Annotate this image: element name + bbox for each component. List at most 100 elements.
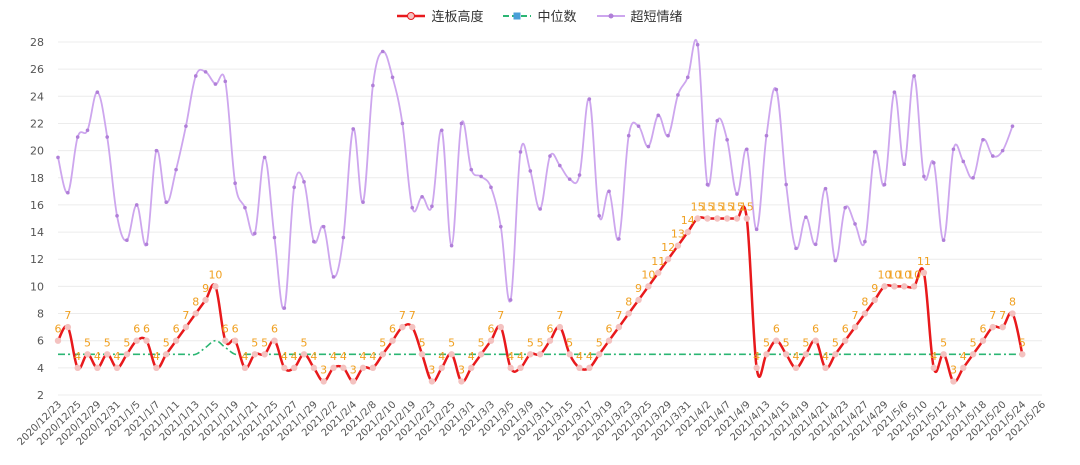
series-2-point [253, 231, 257, 236]
data-label: 7 [182, 309, 189, 322]
data-label: 10 [897, 268, 911, 281]
data-label: 5 [566, 336, 573, 349]
series-0-point [310, 364, 318, 372]
series-0-point [418, 351, 426, 358]
data-label: 3 [350, 363, 357, 376]
series-2-point [361, 200, 365, 205]
data-label: 8 [625, 296, 632, 309]
series-0-point [596, 351, 603, 358]
data-label: 5 [301, 336, 308, 349]
data-label: 15 [691, 201, 705, 214]
series-2-point [853, 222, 857, 226]
series-0-point [477, 351, 485, 358]
series-2-point [174, 167, 178, 172]
data-label: 7 [64, 309, 71, 322]
data-label: 9 [635, 282, 642, 295]
series-0-point [674, 242, 682, 249]
series-2-point [548, 154, 552, 158]
y-tick-label: 26 [30, 63, 44, 76]
data-label: 5 [448, 336, 455, 349]
series-0-point [960, 364, 967, 372]
legend-marker-series-1 [513, 12, 521, 19]
data-label: 6 [222, 323, 229, 336]
data-label: 15 [740, 201, 754, 214]
data-label: 4 [74, 350, 81, 363]
legend-label-series-1: 中位数 [537, 10, 577, 25]
series-0-point [261, 351, 268, 358]
y-tick-label: 28 [30, 36, 44, 49]
series-line-0 [56, 205, 1024, 383]
data-label: 3 [428, 363, 435, 376]
legend-item-series-0[interactable]: 连板高度 [397, 6, 483, 25]
data-label: 6 [979, 323, 986, 336]
data-label: 4 [360, 350, 367, 363]
series-2-point [144, 242, 149, 247]
data-label: 5 [832, 336, 839, 349]
y-tick-label: 6 [37, 335, 44, 348]
data-label: 6 [173, 323, 180, 336]
data-label: 6 [773, 323, 780, 336]
series-2-point [292, 185, 296, 190]
data-label: 4 [291, 350, 298, 363]
series-2-point [833, 258, 838, 263]
data-label: 4 [468, 350, 475, 363]
series-2-point [193, 74, 198, 78]
series-0-point [350, 378, 357, 385]
series-0-point [881, 283, 888, 290]
y-tick-label: 24 [30, 90, 44, 103]
data-label: 4 [94, 350, 101, 363]
data-label: 5 [251, 336, 258, 349]
series-0-point [182, 323, 190, 331]
data-label: 5 [123, 336, 130, 349]
legend-swatch-series-2 [596, 13, 625, 18]
series-2-point [321, 224, 326, 229]
series-0-point [694, 215, 701, 222]
data-label: 4 [576, 350, 583, 363]
series-0-point [163, 351, 170, 358]
series-0-point [104, 351, 111, 358]
series-2-point [243, 205, 247, 210]
data-label: 5 [419, 336, 426, 349]
series-2-point [341, 235, 346, 240]
series-2-point [558, 163, 562, 168]
series-2-point [164, 200, 169, 205]
series-0-point [379, 351, 386, 358]
y-tick-label: 10 [30, 280, 44, 293]
series-0-point [448, 351, 455, 358]
series-0-point [822, 364, 829, 372]
data-label: 7 [399, 309, 406, 322]
series-0-point [910, 283, 918, 290]
series-0-point [399, 323, 406, 331]
series-2-point [449, 243, 454, 248]
series-0-point [920, 269, 928, 277]
series-2-point [85, 128, 90, 133]
series-0-point [527, 351, 534, 358]
chart-legend: 连板高度 中位数 超短情绪 [0, 6, 1080, 25]
series-2-point [922, 174, 926, 179]
series-0-point [389, 337, 396, 344]
series-2-point [695, 42, 700, 47]
legend-label-series-2: 超短情绪 [630, 10, 683, 25]
series-0-point [143, 337, 150, 344]
series-2-point [508, 298, 513, 302]
series-2-point [282, 306, 287, 310]
data-label: 5 [163, 336, 170, 349]
data-label: 4 [930, 350, 937, 363]
series-0-point [271, 337, 278, 344]
series-line-2 [57, 39, 1014, 310]
series-0-point [468, 364, 475, 372]
y-tick-label: 2 [37, 389, 44, 402]
legend-item-series-2[interactable]: 超短情绪 [596, 6, 683, 25]
data-label: 4 [517, 350, 524, 363]
data-label: 4 [114, 350, 121, 363]
data-label: 9 [871, 282, 878, 295]
series-2-point [715, 118, 720, 123]
series-layer [54, 39, 1026, 385]
legend-item-series-1[interactable]: 中位数 [503, 6, 577, 25]
series-2-point [725, 137, 729, 142]
series-0-point [802, 351, 810, 358]
series-2-point [676, 93, 680, 97]
series-0-point [940, 351, 947, 358]
